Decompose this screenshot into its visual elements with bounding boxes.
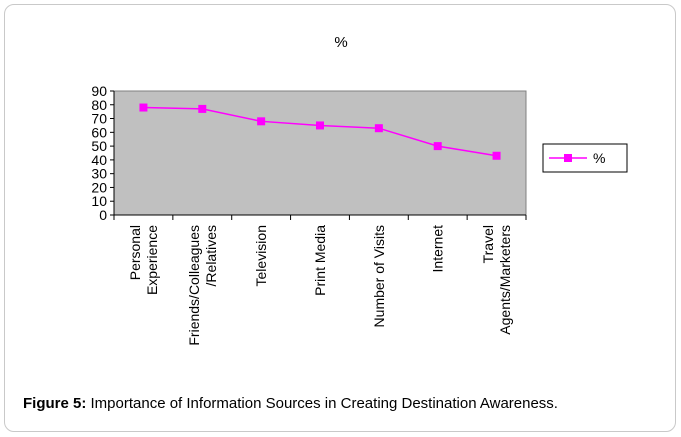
- legend-label: %: [593, 150, 605, 166]
- x-tick-label-line: Number of Visits: [371, 225, 387, 327]
- legend: %: [542, 143, 628, 173]
- figure-frame: % 0 10 20 30 40 50 60 70 80 90 PersonalExperience…: [4, 4, 676, 432]
- caption-text: Importance of Information Sources in Cre…: [86, 395, 558, 412]
- figure-caption: Figure 5: Importance of Information Sour…: [23, 394, 669, 413]
- x-tick-label-line: Print Media: [312, 225, 328, 296]
- plot-area: [113, 90, 527, 216]
- data-point: [492, 151, 501, 160]
- x-tick-label: Number of Visits: [371, 225, 387, 327]
- y-tick-label: 70: [91, 111, 107, 127]
- legend-marker: [564, 154, 572, 162]
- chart-title: %: [334, 34, 347, 51]
- y-tick-label: 0: [99, 207, 107, 223]
- x-tick-label-line: Internet: [430, 225, 446, 273]
- data-point: [433, 142, 442, 151]
- y-tick-label: 40: [91, 152, 107, 168]
- x-tick-label: Internet: [430, 225, 446, 273]
- x-tick-label-line: Personal: [127, 225, 143, 280]
- series-layer: [139, 103, 501, 160]
- x-axis: PersonalExperience Friends/Colleagues/Rel…: [113, 214, 527, 346]
- x-tick-label-line: Television: [253, 225, 269, 286]
- x-tick-label-line: Travel: [480, 225, 496, 263]
- y-tick-label: 90: [91, 83, 107, 99]
- y-tick-label: 80: [91, 97, 107, 113]
- y-tick-label: 20: [91, 179, 107, 195]
- y-tick-label: 10: [91, 193, 107, 209]
- x-tick-label: PersonalExperience: [127, 225, 160, 295]
- x-tick-label: Television: [253, 225, 269, 286]
- y-tick-label: 30: [91, 166, 107, 182]
- caption-label: Figure 5:: [23, 395, 87, 412]
- x-tick-label-line: Agents/Marketers: [497, 225, 513, 335]
- y-tick-label: 60: [91, 124, 107, 140]
- x-tick-label: Print Media: [312, 225, 328, 296]
- data-point: [139, 103, 148, 112]
- data-point: [316, 121, 324, 130]
- x-tick-label-line: /Relatives: [203, 225, 219, 286]
- data-point: [374, 124, 383, 133]
- x-tick-label-line: Friends/Colleagues: [186, 225, 202, 346]
- y-tick-label: 50: [91, 138, 107, 154]
- x-tick-label: Friends/Colleagues/Relatives: [186, 225, 219, 346]
- x-tick-label: TravelAgents/Marketers: [480, 225, 513, 335]
- x-tick-label-line: Experience: [144, 225, 160, 295]
- data-point: [257, 117, 266, 126]
- data-point: [198, 104, 207, 113]
